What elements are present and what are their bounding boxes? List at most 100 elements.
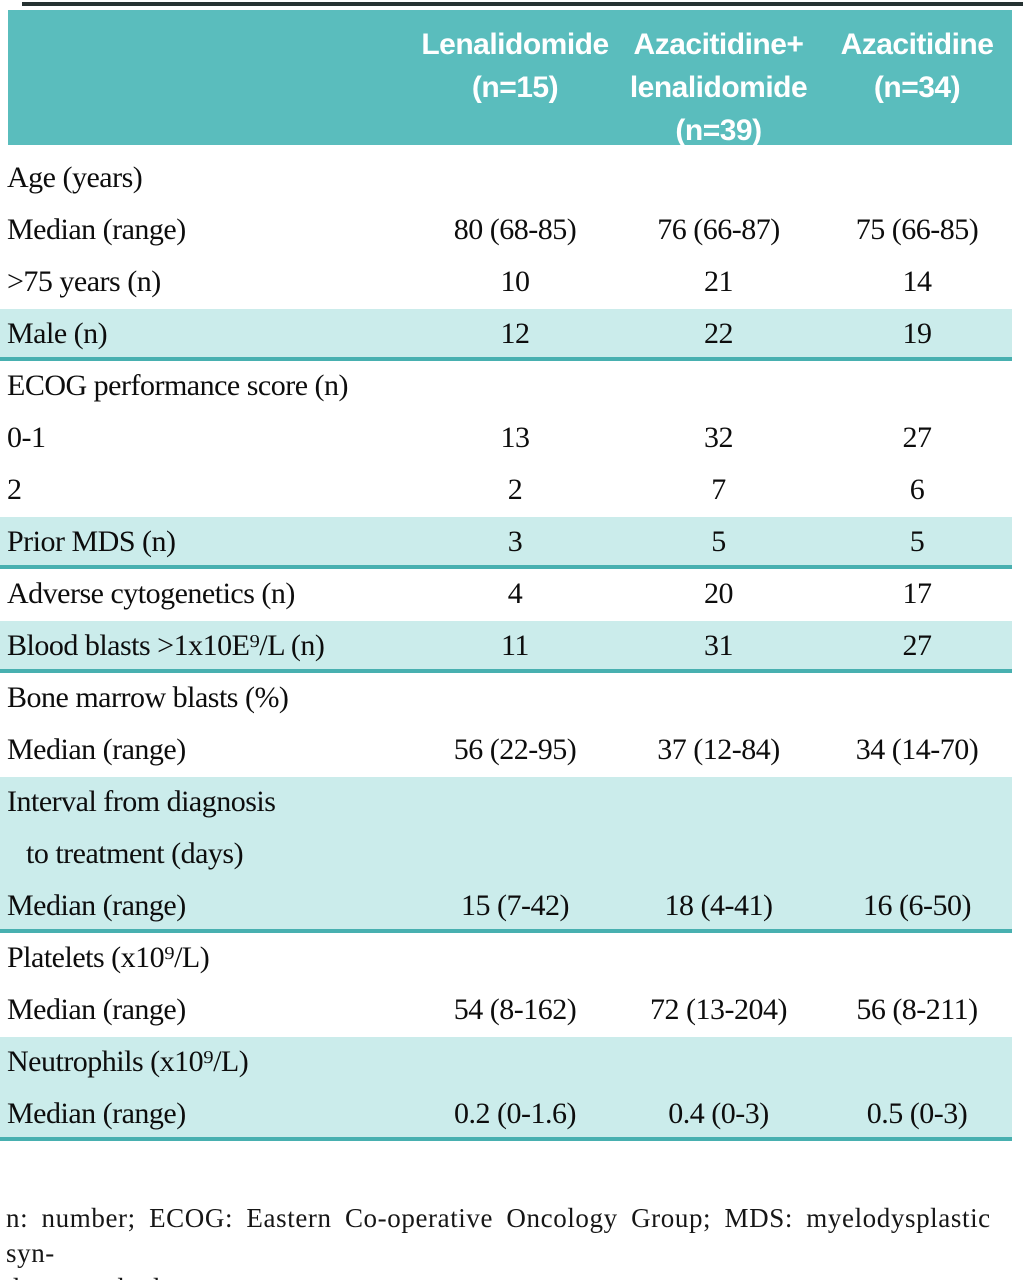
row-value: 31: [704, 629, 734, 662]
row-value: 54 (8-162): [453, 993, 577, 1026]
row-value: 19: [902, 317, 933, 350]
row-value: [415, 777, 615, 829]
row-value: [822, 777, 1012, 829]
row-label: Median (range): [7, 733, 186, 766]
row-value: 0.2 (0-1.6): [454, 1097, 576, 1130]
row-label: Prior MDS (n): [7, 525, 176, 558]
row-value: 4: [507, 577, 523, 610]
table-row: Median (range) 15 (7-42) 18 (4-41) 16 (6-50…: [0, 881, 1012, 933]
row-value: 20: [704, 577, 734, 610]
table-row: Median (range) 80 (68-85) 76 (66-87) 75 (66…: [0, 205, 1012, 257]
row-value: [615, 1037, 822, 1089]
row-value: 22: [704, 317, 734, 350]
row-value: [615, 933, 822, 985]
table-row: Blood blasts >1x10E⁹/L (n) 11 31 27: [0, 621, 1012, 673]
column-header-empty: [8, 10, 415, 145]
row-value: 0.5 (0-3): [866, 1097, 968, 1130]
row-label: Median (range): [7, 1097, 186, 1130]
row-value: 7: [711, 473, 726, 506]
row-label: to treatment (days): [26, 837, 244, 870]
row-value: 32: [704, 421, 734, 454]
row-label: Interval from diagnosis: [7, 785, 276, 818]
row-value: 13: [500, 421, 531, 454]
row-label: Blood blasts >1x10E⁹/L (n): [7, 629, 325, 662]
table-row: Median (range) 56 (22-95) 37 (12-84) 34 (14…: [0, 725, 1012, 777]
column-header-azacitidine-lenalidomide: Azacitidine+ lenalidomide (n=39): [629, 28, 808, 147]
row-value: [415, 1037, 615, 1089]
row-label: Male (n): [7, 317, 108, 350]
row-value: [615, 673, 822, 725]
row-value: 5: [711, 525, 726, 558]
row-value: 27: [902, 629, 933, 662]
row-value: 10: [500, 265, 531, 298]
row-label: Bone marrow blasts (%): [7, 681, 289, 714]
row-value: [615, 777, 822, 829]
row-value: 11: [501, 629, 529, 662]
row-label: ECOG performance score (n): [7, 369, 349, 402]
row-value: 75 (66-85): [855, 213, 979, 246]
column-header-azacitidine: Azacitidine (n=34): [840, 28, 994, 104]
row-value: 18 (4-41): [664, 889, 773, 922]
table-row: Platelets (x10⁹/L): [0, 933, 1012, 985]
top-rule: [22, 2, 1023, 6]
table-row: >75 years (n) 10 21 14: [0, 257, 1012, 309]
row-value: 3: [507, 525, 523, 558]
row-value: [822, 361, 1012, 413]
row-label: Median (range): [7, 889, 186, 922]
row-value: 56 (8-211): [856, 993, 978, 1026]
row-value: 0.4 (0-3): [668, 1097, 769, 1130]
row-label: 2: [7, 473, 22, 506]
row-value: [822, 153, 1012, 205]
table-row: ECOG performance score (n): [0, 361, 1012, 413]
row-value: 6: [909, 473, 925, 506]
table-row: Prior MDS (n) 3 5 5: [0, 517, 1012, 569]
row-label: Adverse cytogenetics (n): [7, 577, 295, 610]
row-value: 34 (14-70): [855, 733, 979, 766]
row-value: [415, 361, 615, 413]
table-row: Bone marrow blasts (%): [0, 673, 1012, 725]
table-header: Lenalidomide (n=15) Azacitidine+ lenalid…: [8, 10, 1012, 147]
row-value: [822, 1037, 1012, 1089]
table-row: Median (range) 54 (8-162) 72 (13-204) 56 (8…: [0, 985, 1012, 1037]
row-value: 37 (12-84): [657, 733, 780, 766]
row-value: [615, 361, 822, 413]
row-value: [415, 673, 615, 725]
row-label: 0-1: [7, 421, 46, 454]
row-label: Platelets (x10⁹/L): [7, 941, 210, 974]
row-value: 5: [909, 525, 925, 558]
row-value: 12: [500, 317, 531, 350]
row-value: 15 (7-42): [461, 889, 569, 922]
row-label: Age (years): [7, 161, 143, 194]
table-row: Male (n) 12 22 19: [0, 309, 1012, 361]
row-label: >75 years (n): [7, 265, 161, 298]
row-value: [615, 829, 822, 881]
row-value: [415, 829, 615, 881]
row-value: 76 (66-87): [657, 213, 780, 246]
table-footnote: n: number; ECOG: Eastern Co-operative On…: [6, 1203, 991, 1280]
row-value: 14: [902, 265, 933, 298]
table-row: 2 2 7 6: [0, 465, 1012, 517]
row-value: 21: [704, 265, 734, 298]
row-value: [615, 153, 822, 205]
table-row: 0-1 13 32 27: [0, 413, 1012, 465]
row-value: 17: [902, 577, 933, 610]
row-value: [415, 933, 615, 985]
row-value: [822, 829, 1012, 881]
row-label: Median (range): [7, 213, 186, 246]
column-header-lenalidomide: Lenalidomide (n=15): [421, 28, 609, 104]
row-value: 27: [902, 421, 933, 454]
row-label: Median (range): [7, 993, 186, 1026]
table-row: Age (years): [0, 153, 1012, 205]
table-row: Adverse cytogenetics (n) 4 20 17: [0, 569, 1012, 621]
table-row: to treatment (days): [0, 829, 1012, 881]
table-body: Age (years) Median (range) 80 (68-85) 76 (6…: [0, 153, 1012, 1141]
row-value: [822, 673, 1012, 725]
table-row: Median (range) 0.2 (0-1.6) 0.4 (0-3) 0.5 (0…: [0, 1089, 1012, 1141]
row-value: 16 (6-50): [863, 889, 971, 922]
table-row: Neutrophils (x10⁹/L): [0, 1037, 1012, 1089]
row-value: [822, 933, 1012, 985]
row-label: Neutrophils (x10⁹/L): [7, 1045, 249, 1078]
row-value: 2: [507, 473, 523, 506]
row-value: 80 (68-85): [453, 213, 577, 246]
